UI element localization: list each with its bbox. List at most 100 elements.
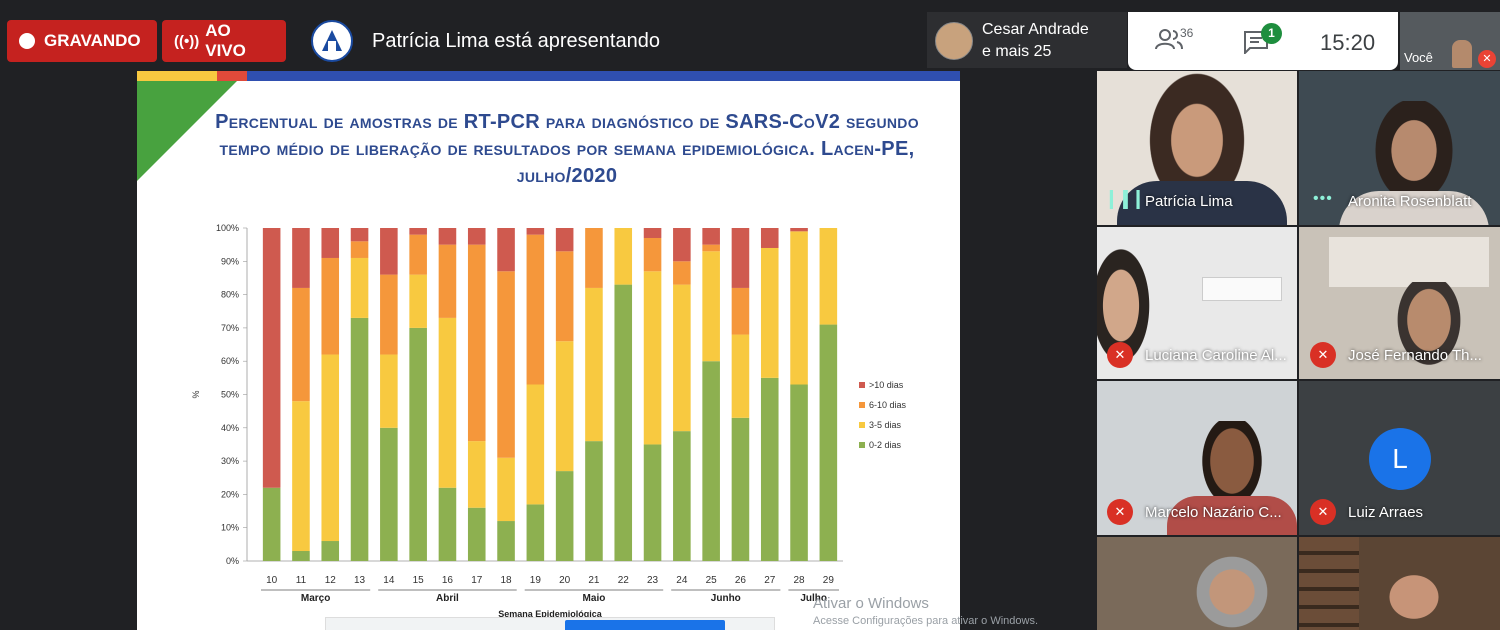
bar-segment-3-5-dias bbox=[731, 334, 750, 418]
bar-segment-3-5-dias bbox=[819, 228, 838, 325]
bar-segment-0-2-dias bbox=[526, 504, 545, 561]
participant-tile[interactable] bbox=[1097, 537, 1297, 630]
bar-segment-6-10-dias bbox=[497, 271, 515, 458]
slide-corner-decoration bbox=[137, 81, 237, 181]
presentation-slide: Percentual de amostras de RT-PCR para di… bbox=[137, 71, 960, 630]
participant-tile[interactable] bbox=[1299, 71, 1500, 225]
bar-segment-6-10-dias bbox=[526, 234, 545, 385]
recording-label: GRAVANDO bbox=[44, 31, 141, 50]
participant-tile[interactable] bbox=[1097, 71, 1297, 225]
recording-badge[interactable]: GRAVANDO bbox=[7, 20, 157, 62]
controls-panel bbox=[1128, 12, 1398, 70]
slide-stripe-accent bbox=[137, 71, 217, 81]
bar-segment-3-5-dias bbox=[702, 251, 720, 362]
x-tick-label: 14 bbox=[383, 575, 395, 586]
bar-segment-6-10-dias bbox=[555, 251, 574, 342]
participant-name: Luiz Arraes bbox=[1348, 504, 1424, 521]
stacked-bar-chart: 0% 10% 20% 30% 40% 50% 60% 70% 80% 90% 100%% 10 11 12… bbox=[191, 223, 907, 619]
slide-title: Percentual de amostras de RT-PCR para di… bbox=[215, 111, 919, 187]
x-tick-label: 24 bbox=[676, 575, 688, 586]
people-icon[interactable] bbox=[1155, 28, 1183, 56]
y-tick-label: 100% bbox=[216, 223, 239, 233]
bar-segment-0-2-dias bbox=[614, 284, 633, 561]
y-tick-label: 20% bbox=[221, 489, 239, 499]
participants-count: 36 bbox=[1180, 26, 1194, 40]
bar-segment--10-dias bbox=[526, 228, 545, 235]
bar-segment--10-dias bbox=[409, 228, 427, 235]
x-tick-label: 13 bbox=[354, 575, 366, 586]
y-tick-label: 80% bbox=[221, 290, 239, 300]
bar-segment-0-2-dias bbox=[790, 384, 808, 561]
bar-segment-0-2-dias bbox=[702, 361, 720, 561]
bar-segment-0-2-dias bbox=[731, 417, 750, 561]
participant-name: Aronita Rosenblatt bbox=[1348, 193, 1472, 210]
x-tick-label: 17 bbox=[471, 575, 483, 586]
bookshelf-background bbox=[1299, 537, 1359, 630]
x-tick-label: 25 bbox=[706, 575, 718, 586]
bar-segment-3-5-dias bbox=[497, 457, 515, 522]
legend-swatch bbox=[859, 422, 865, 428]
x-tick-label: 27 bbox=[764, 575, 776, 586]
legend-label: 6-10 dias bbox=[869, 400, 907, 410]
month-label: Junho bbox=[711, 593, 741, 604]
share-notice-button[interactable] bbox=[565, 620, 725, 630]
bar-segment--10-dias bbox=[380, 228, 398, 275]
bar-segment-3-5-dias bbox=[760, 247, 779, 378]
y-tick-label: 10% bbox=[221, 523, 239, 533]
x-tick-label: 16 bbox=[442, 575, 454, 586]
bar-segment--10-dias bbox=[702, 228, 720, 245]
mic-off-icon: ✕ bbox=[1310, 499, 1336, 525]
x-tick-label: 21 bbox=[588, 575, 600, 586]
bar-segment-3-5-dias bbox=[350, 257, 369, 318]
avatar bbox=[935, 22, 973, 60]
slide-stripe-accent-red bbox=[217, 71, 247, 81]
bar-segment-6-10-dias bbox=[321, 257, 340, 355]
bar-segment-3-5-dias bbox=[790, 231, 808, 385]
x-tick-label: 15 bbox=[413, 575, 425, 586]
y-tick-label: 0% bbox=[226, 556, 239, 566]
participant-name: Luciana Caroline Al... bbox=[1145, 347, 1287, 364]
bar-segment--10-dias bbox=[497, 228, 515, 272]
participant-name: Marcelo Nazário C... bbox=[1145, 504, 1282, 521]
participant-background bbox=[1202, 277, 1282, 301]
speaking-indicator-icon: ▎▍▎ bbox=[1110, 192, 1150, 209]
participant-shirt bbox=[1339, 191, 1489, 225]
bar-segment-3-5-dias bbox=[555, 341, 574, 472]
windows-activation-watermark: Ativar o Windows bbox=[813, 595, 929, 612]
bar-segment-3-5-dias bbox=[380, 354, 398, 428]
x-tick-label: 20 bbox=[559, 575, 571, 586]
bar-segment-0-2-dias bbox=[673, 431, 691, 561]
month-label: Julho bbox=[800, 593, 827, 604]
participant-video bbox=[1187, 547, 1277, 630]
bar-segment-6-10-dias bbox=[350, 241, 369, 258]
bar-segment-3-5-dias bbox=[292, 401, 310, 552]
legend-label: >10 dias bbox=[869, 380, 904, 390]
self-video-thumbnail bbox=[1452, 40, 1472, 68]
bar-segment-6-10-dias bbox=[409, 234, 427, 275]
bar-segment-6-10-dias bbox=[585, 228, 603, 288]
participant-preview-name: Cesar Andrade bbox=[982, 21, 1089, 38]
mic-off-icon: ✕ bbox=[1478, 50, 1496, 68]
participant-tile[interactable] bbox=[1097, 381, 1297, 535]
participant-shirt bbox=[1167, 496, 1297, 535]
bar-segment-0-2-dias bbox=[555, 471, 574, 561]
legend-swatch bbox=[859, 382, 865, 388]
bar-segment-0-2-dias bbox=[321, 541, 340, 561]
bar-segment--10-dias bbox=[262, 228, 281, 488]
bar-segment-3-5-dias bbox=[643, 271, 662, 445]
y-tick-label: 70% bbox=[221, 323, 239, 333]
x-tick-label: 28 bbox=[793, 575, 805, 586]
participant-tile[interactable] bbox=[1299, 537, 1500, 630]
month-label: Maio bbox=[583, 593, 606, 604]
live-badge[interactable]: ((•)) AO VIVO bbox=[162, 20, 286, 62]
avatar: L bbox=[1369, 428, 1431, 490]
x-tick-label: 11 bbox=[296, 575, 307, 586]
bar-segment-3-5-dias bbox=[614, 228, 633, 285]
participant-shirt bbox=[1117, 181, 1287, 225]
participant-preview-more: e mais 25 bbox=[982, 43, 1052, 60]
bar-segment--10-dias bbox=[790, 228, 808, 232]
x-axis-label: Semana Epidemiológica bbox=[498, 609, 603, 619]
bar-segment-0-2-dias bbox=[350, 317, 369, 561]
bar-segment-3-5-dias bbox=[321, 354, 340, 542]
